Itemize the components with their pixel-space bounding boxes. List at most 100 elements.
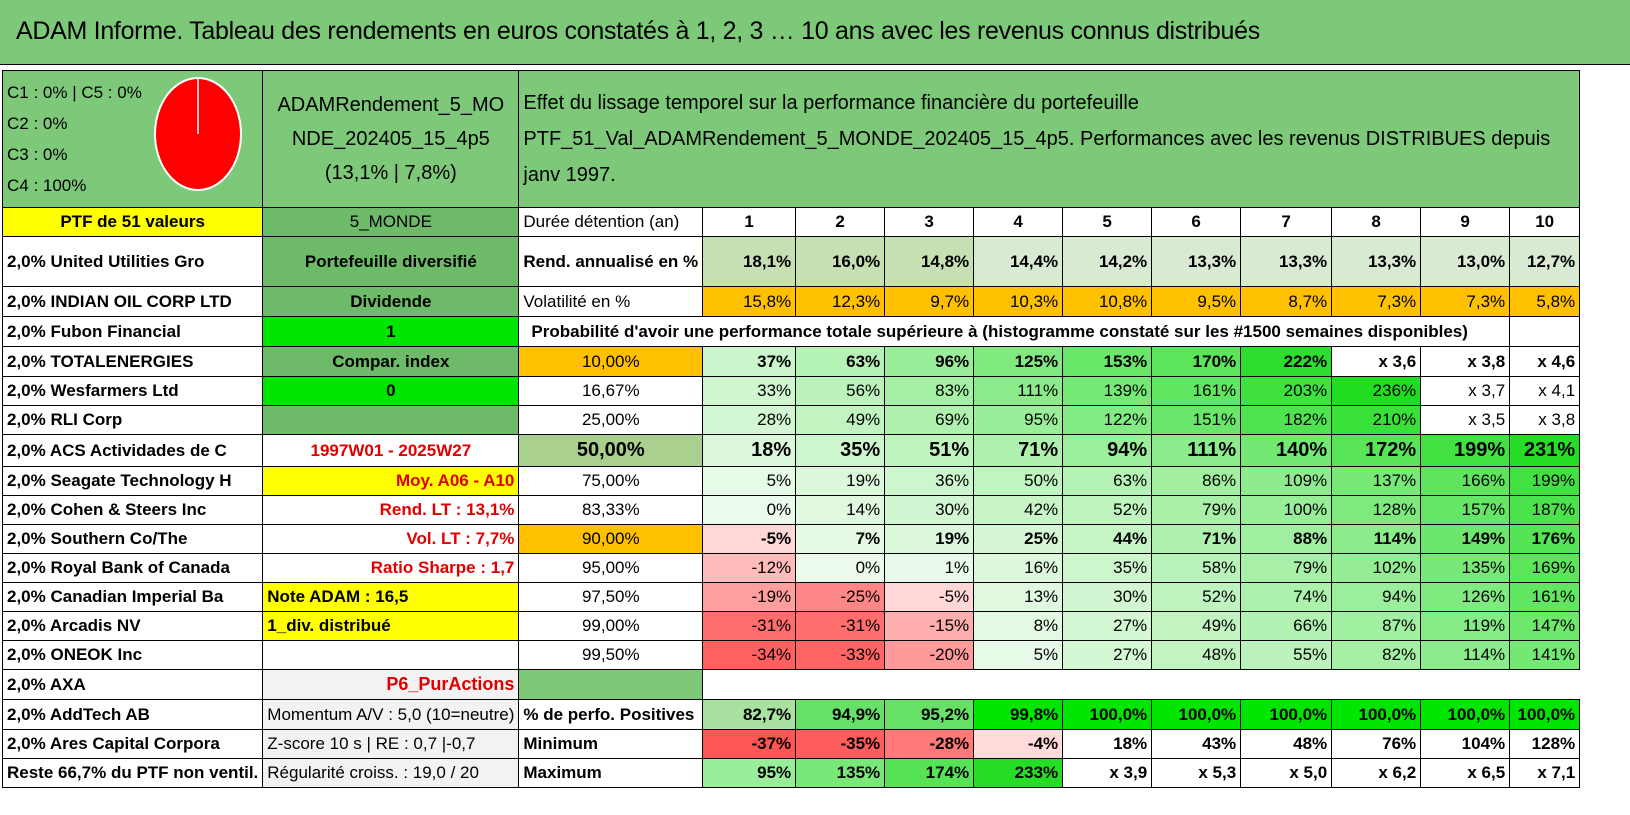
proba-row: 2,0% RLI Corp 25,00% 28% 49% 69% 95% 122% 151% 1…	[1, 405, 1581, 435]
rend-value: 14,4%	[973, 236, 1064, 287]
side-compar: Compar. index	[262, 346, 520, 377]
side-one: 1	[262, 316, 520, 347]
proba-value: 51%	[884, 434, 975, 467]
pos-value: 100,0%	[1509, 699, 1581, 730]
empty-cell	[702, 669, 1580, 700]
proba-value: 69%	[884, 405, 975, 435]
pos-value: 100,0%	[1151, 699, 1242, 730]
holding: 2,0% Arcadis NV	[1, 611, 264, 641]
proba-value: 52%	[1151, 582, 1242, 612]
proba-value: -33%	[795, 640, 886, 670]
axa-row: 2,0% AXA P6_PurActions	[1, 669, 1580, 700]
max-value: x 3,9	[1062, 758, 1153, 788]
proba-row: 2,0% TOTALENERGIES Compar. index 10,00% 37%…	[1, 346, 1581, 377]
proba-value: 19%	[795, 466, 886, 496]
proba-value: 114%	[1331, 524, 1422, 554]
portfolio-name: ADAMRendement_5_MONDE_202405_15_4p5	[277, 94, 505, 150]
proba-value: 87%	[1331, 611, 1422, 641]
holding: 2,0% INDIAN OIL CORP LTD	[1, 286, 264, 317]
proba-value: -31%	[702, 611, 797, 641]
vol-value: 7,3%	[1331, 286, 1422, 317]
proba-value: 126%	[1420, 582, 1511, 612]
min-value: 18%	[1062, 729, 1153, 759]
header-line1: Effet du lissage temporel sur la perform…	[523, 92, 1139, 114]
holding: 2,0% Canadian Imperial Ba	[1, 582, 264, 612]
allocation-panel: C1 : 0% | C5 : 0% C2 : 0% C3 : 0% C4 : 1…	[1, 70, 264, 208]
holding: 2,0% Wesfarmers Ltd	[1, 376, 264, 406]
proba-value: 100%	[1240, 495, 1333, 525]
min-value: -37%	[702, 729, 797, 759]
proba-value: -5%	[702, 524, 797, 554]
max-value: 95%	[702, 758, 797, 788]
proba-value: x 3,6	[1331, 346, 1422, 377]
year-header: 5	[1062, 207, 1153, 237]
year-header: 8	[1331, 207, 1422, 237]
proba-value: 161%	[1151, 376, 1242, 406]
holding: 2,0% AddTech AB	[1, 699, 264, 730]
years-row: PTF de 51 valeurs 5_MONDE Durée détention …	[1, 207, 1581, 237]
proba-value: 95%	[973, 405, 1064, 435]
side-empty	[262, 405, 520, 435]
year-header: 6	[1151, 207, 1242, 237]
proba-value: 27%	[1062, 640, 1153, 670]
proba-value: 18%	[702, 434, 797, 467]
proba-value: 199%	[1420, 434, 1511, 467]
proba-threshold: 90,00%	[518, 524, 704, 554]
rend-value: 13,3%	[1240, 236, 1333, 287]
proba-value: 149%	[1420, 524, 1511, 554]
holding: 2,0% ACS Actividades de C	[1, 434, 264, 467]
side-dividende: Dividende	[262, 286, 520, 317]
side-zero: 0	[262, 376, 520, 406]
label-proba: Probabilité d'avoir une performance tota…	[518, 316, 1511, 347]
proba-value: 83%	[884, 376, 975, 406]
proba-value: 199%	[1509, 466, 1581, 496]
holding: 2,0% Cohen & Steers Inc	[1, 495, 264, 525]
max-value: 233%	[973, 758, 1064, 788]
proba-value: 49%	[795, 405, 886, 435]
alloc-c4: C4 : 100%	[7, 176, 87, 195]
max-row: Reste 66,7% du PTF non ventil. Régularité…	[1, 758, 1581, 788]
proba-value: 36%	[884, 466, 975, 496]
alloc-c2: C2 : 0%	[7, 114, 68, 133]
alloc-c1c5: C1 : 0% | C5 : 0%	[7, 83, 142, 102]
proba-value: 122%	[1062, 405, 1153, 435]
side-diversifie: Portefeuille diversifié	[262, 236, 520, 287]
holding: 2,0% Royal Bank of Canada	[1, 553, 264, 583]
proba-value: 71%	[973, 434, 1064, 467]
proba-value: 119%	[1420, 611, 1511, 641]
proba-value: 27%	[1062, 611, 1153, 641]
proba-value: 203%	[1240, 376, 1333, 406]
proba-value: 48%	[1151, 640, 1242, 670]
side-regularite: Régularité croiss. : 19,0 / 20	[262, 758, 520, 788]
proba-value: 56%	[795, 376, 886, 406]
proba-value: 151%	[1151, 405, 1242, 435]
proba-value: 94%	[1331, 582, 1422, 612]
proba-value: 16%	[973, 553, 1064, 583]
portfolio-name-cell: ADAMRendement_5_MONDE_202405_15_4p5 (13,…	[262, 70, 520, 208]
proba-value: 44%	[1062, 524, 1153, 554]
proba-value: 58%	[1151, 553, 1242, 583]
proba-value: 135%	[1420, 553, 1511, 583]
pos-value: 100,0%	[1331, 699, 1422, 730]
proba-value: 13%	[973, 582, 1064, 612]
holding: 2,0% AXA	[1, 669, 264, 700]
proba-row: 2,0% Seagate Technology H Moy. A06 - A10 7…	[1, 466, 1581, 496]
proba-value: 55%	[1240, 640, 1333, 670]
empty-cell	[1509, 316, 1581, 347]
proba-value: 5%	[973, 640, 1064, 670]
proba-value: x 3,8	[1509, 405, 1581, 435]
pos-value: 99,8%	[973, 699, 1064, 730]
proba-value: 1%	[884, 553, 975, 583]
ptf-count: PTF de 51 valeurs	[1, 207, 264, 237]
label-rend: Rend. annualisé en %	[518, 236, 704, 287]
year-header: 3	[884, 207, 975, 237]
year-header: 2	[795, 207, 886, 237]
proba-value: 7%	[795, 524, 886, 554]
min-value: -4%	[973, 729, 1064, 759]
rend-value: 12,7%	[1509, 236, 1581, 287]
proba-threshold: 99,00%	[518, 611, 704, 641]
proba-threshold: 99,50%	[518, 640, 704, 670]
proba-value: -20%	[884, 640, 975, 670]
proba-row: 2,0% Royal Bank of Canada Ratio Sharpe : …	[1, 553, 1581, 583]
year-header: 10	[1509, 207, 1581, 237]
